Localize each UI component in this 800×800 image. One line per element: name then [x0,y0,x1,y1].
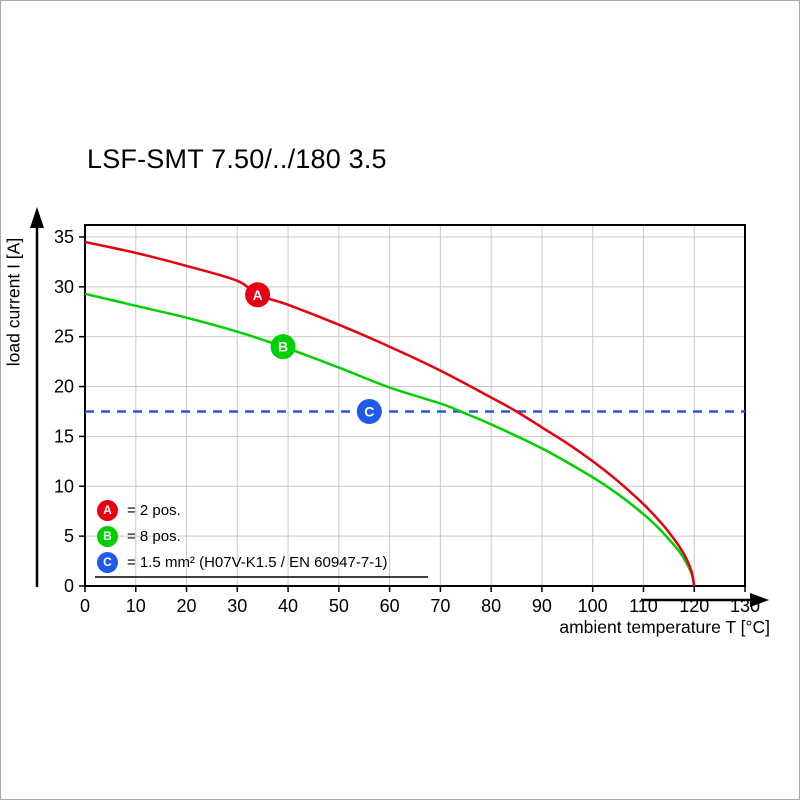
tick-label-x: 20 [177,596,197,616]
legend-text-2pos: = 2 pos. [127,502,181,519]
tick-label-x: 0 [80,596,90,616]
tick-label-x: 80 [481,596,501,616]
tick-label-x: 100 [578,596,608,616]
plot-border [84,224,746,587]
chart-title: LSF-SMT 7.50/../180 3.5 [87,144,387,174]
tick-label-y: 0 [64,576,74,596]
legend-marker-a: A [97,500,118,521]
tick-label-x: 30 [227,596,247,616]
tick-label-y: 10 [54,476,74,496]
tick-label-y: 15 [54,426,74,446]
x-axis-label: ambient temperature T [°C] [559,617,770,637]
legend-marker-b: B [97,526,118,547]
tick-label-y: 5 [64,526,74,546]
legend-row-8pos: B = 8 pos. [97,526,388,547]
curve-marker-label-a: A [253,287,263,303]
tick-label-x: 50 [329,596,349,616]
tick-label-x: 60 [380,596,400,616]
curve-marker-label-b: B [278,339,288,355]
curve-marker-b [270,334,296,360]
legend-text-wire: = 1.5 mm² (H07V-K1.5 / EN 60947-7-1) [127,554,388,571]
tick-label-x: 90 [532,596,552,616]
legend: A = 2 pos. B = 8 pos. C = 1.5 mm² (H07V-… [97,500,388,578]
tick-label-x: 70 [430,596,450,616]
tick-label-y: 30 [54,277,74,297]
tick-label-y: 20 [54,377,74,397]
curve-marker-c [356,398,382,424]
tick-label-y: 25 [54,327,74,347]
legend-row-2pos: A = 2 pos. [97,500,388,521]
tick-label-x: 10 [126,596,146,616]
series-line-b [84,292,696,587]
curve-marker-a [245,282,271,308]
tick-label-y: 35 [54,227,74,247]
legend-marker-c: C [97,552,118,573]
y-axis-arrow-head [30,207,44,228]
legend-text-8pos: = 8 pos. [127,528,181,545]
legend-row-wire: C = 1.5 mm² (H07V-K1.5 / EN 60947-7-1) [97,552,388,573]
x-axis-arrow-head [750,593,769,607]
tick-label-x: 40 [278,596,298,616]
curve-marker-label-c: C [364,403,374,419]
